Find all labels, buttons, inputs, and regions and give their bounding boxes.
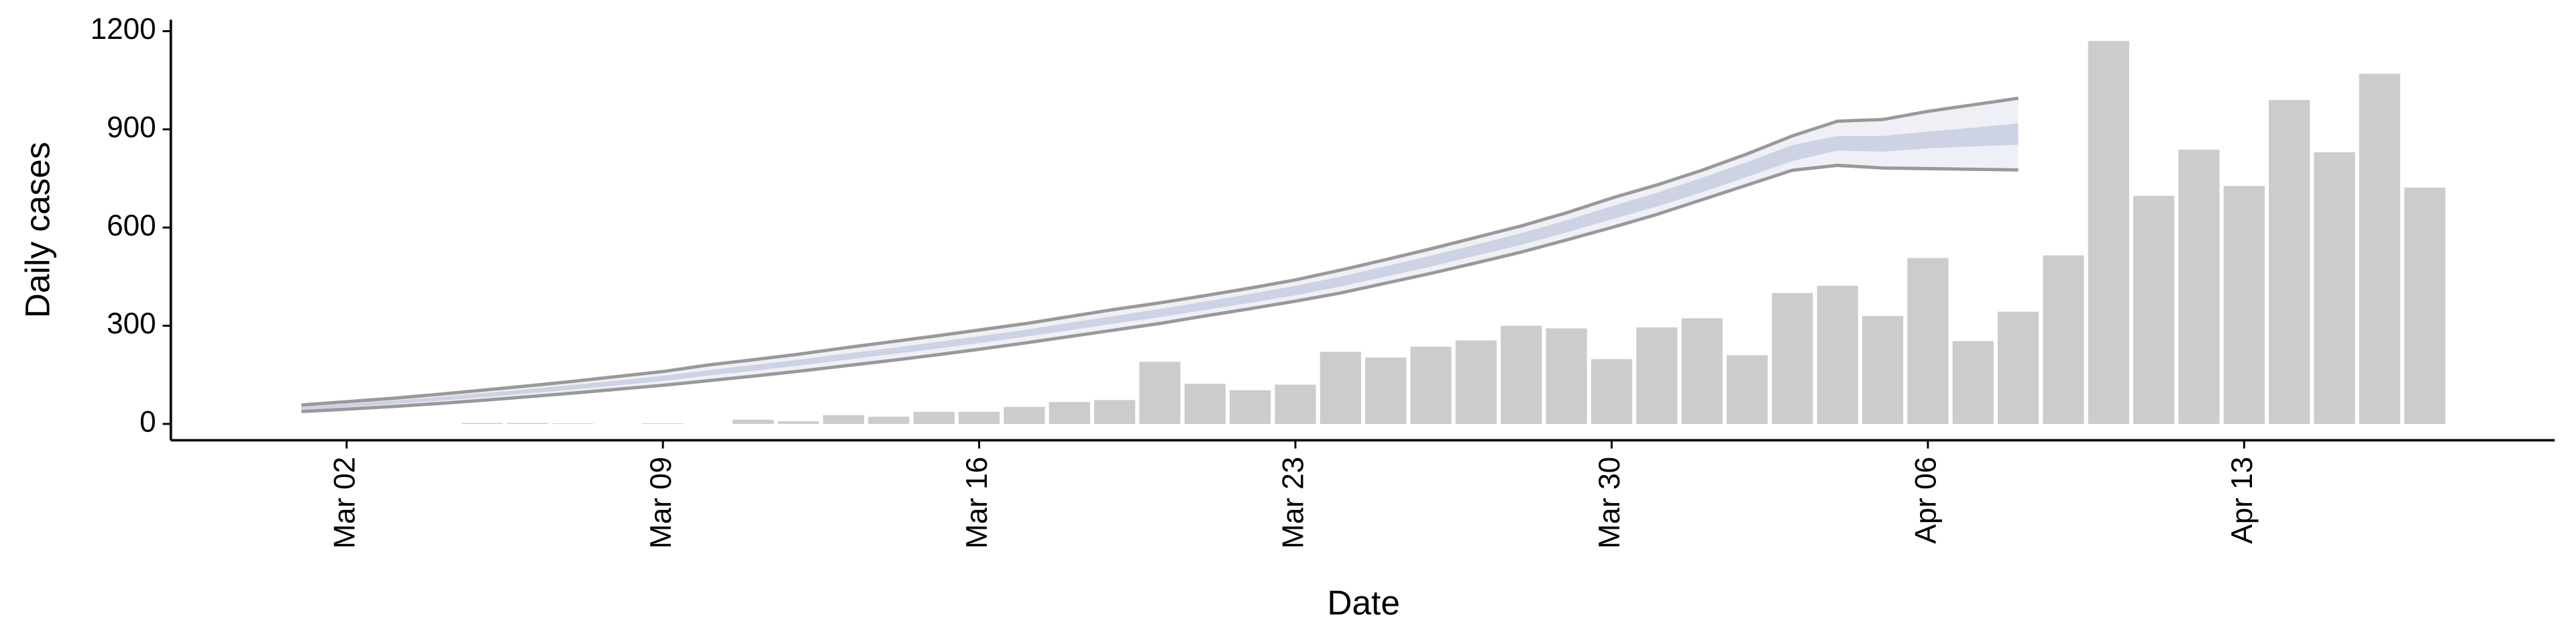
bar: [1997, 311, 2039, 424]
y-tick-label: 0: [140, 406, 156, 439]
y-tick-label: 900: [107, 111, 156, 144]
bar: [1817, 286, 1858, 424]
y-tick-label: 600: [107, 209, 156, 242]
bar: [1501, 325, 1542, 424]
bar: [958, 411, 1000, 424]
bar: [1365, 357, 1407, 424]
bar: [2404, 187, 2446, 424]
bar: [1952, 341, 1994, 424]
x-tick-label: Mar 30: [1593, 457, 1626, 549]
bar: [1726, 355, 1768, 424]
bar: [2269, 99, 2310, 424]
interval-line: [301, 164, 2019, 413]
bar: [1681, 318, 1723, 424]
y-tick-label: 1200: [91, 13, 156, 46]
bar: [1591, 359, 1633, 424]
bar: [2133, 195, 2175, 424]
x-tick-label: Mar 23: [1277, 457, 1310, 549]
x-axis-title: Date: [1327, 583, 1400, 622]
bar: [733, 419, 774, 424]
bar: [1139, 362, 1181, 424]
bar: [1772, 292, 1813, 424]
x-tick-label: Apr 13: [2226, 457, 2259, 544]
x-tick-label: Mar 16: [961, 457, 994, 549]
bar: [822, 415, 865, 424]
bar: [642, 423, 684, 424]
bar: [1636, 327, 1678, 424]
bar: [1455, 340, 1497, 424]
bar: [2359, 73, 2400, 424]
bar: [1004, 407, 1045, 424]
bar: [1049, 402, 1090, 424]
bar: [2223, 186, 2265, 424]
x-tick-label: Mar 02: [328, 457, 361, 549]
bar: [1410, 346, 1452, 424]
interval-line: [301, 97, 2019, 407]
y-tick-label: 300: [107, 307, 156, 340]
interval-band: [301, 98, 2019, 412]
bar: [1862, 315, 1904, 424]
bar: [1184, 383, 1226, 424]
bar: [913, 411, 955, 424]
bar: [1320, 352, 1361, 424]
bar: [551, 423, 594, 424]
bar: [1546, 328, 1587, 424]
y-axis-title: Daily cases: [17, 142, 56, 318]
bar: [1907, 258, 1949, 424]
bar: [2178, 150, 2220, 424]
bar: [1230, 390, 1271, 424]
bar: [868, 417, 910, 424]
x-tick-label: Apr 06: [1910, 457, 1943, 544]
x-tick-label: Mar 09: [645, 457, 678, 549]
bar: [777, 421, 819, 424]
bar: [1094, 400, 1136, 424]
bar: [2088, 41, 2129, 424]
bar: [1275, 384, 1316, 424]
bar: [2314, 152, 2355, 424]
bar: [2043, 255, 2084, 424]
